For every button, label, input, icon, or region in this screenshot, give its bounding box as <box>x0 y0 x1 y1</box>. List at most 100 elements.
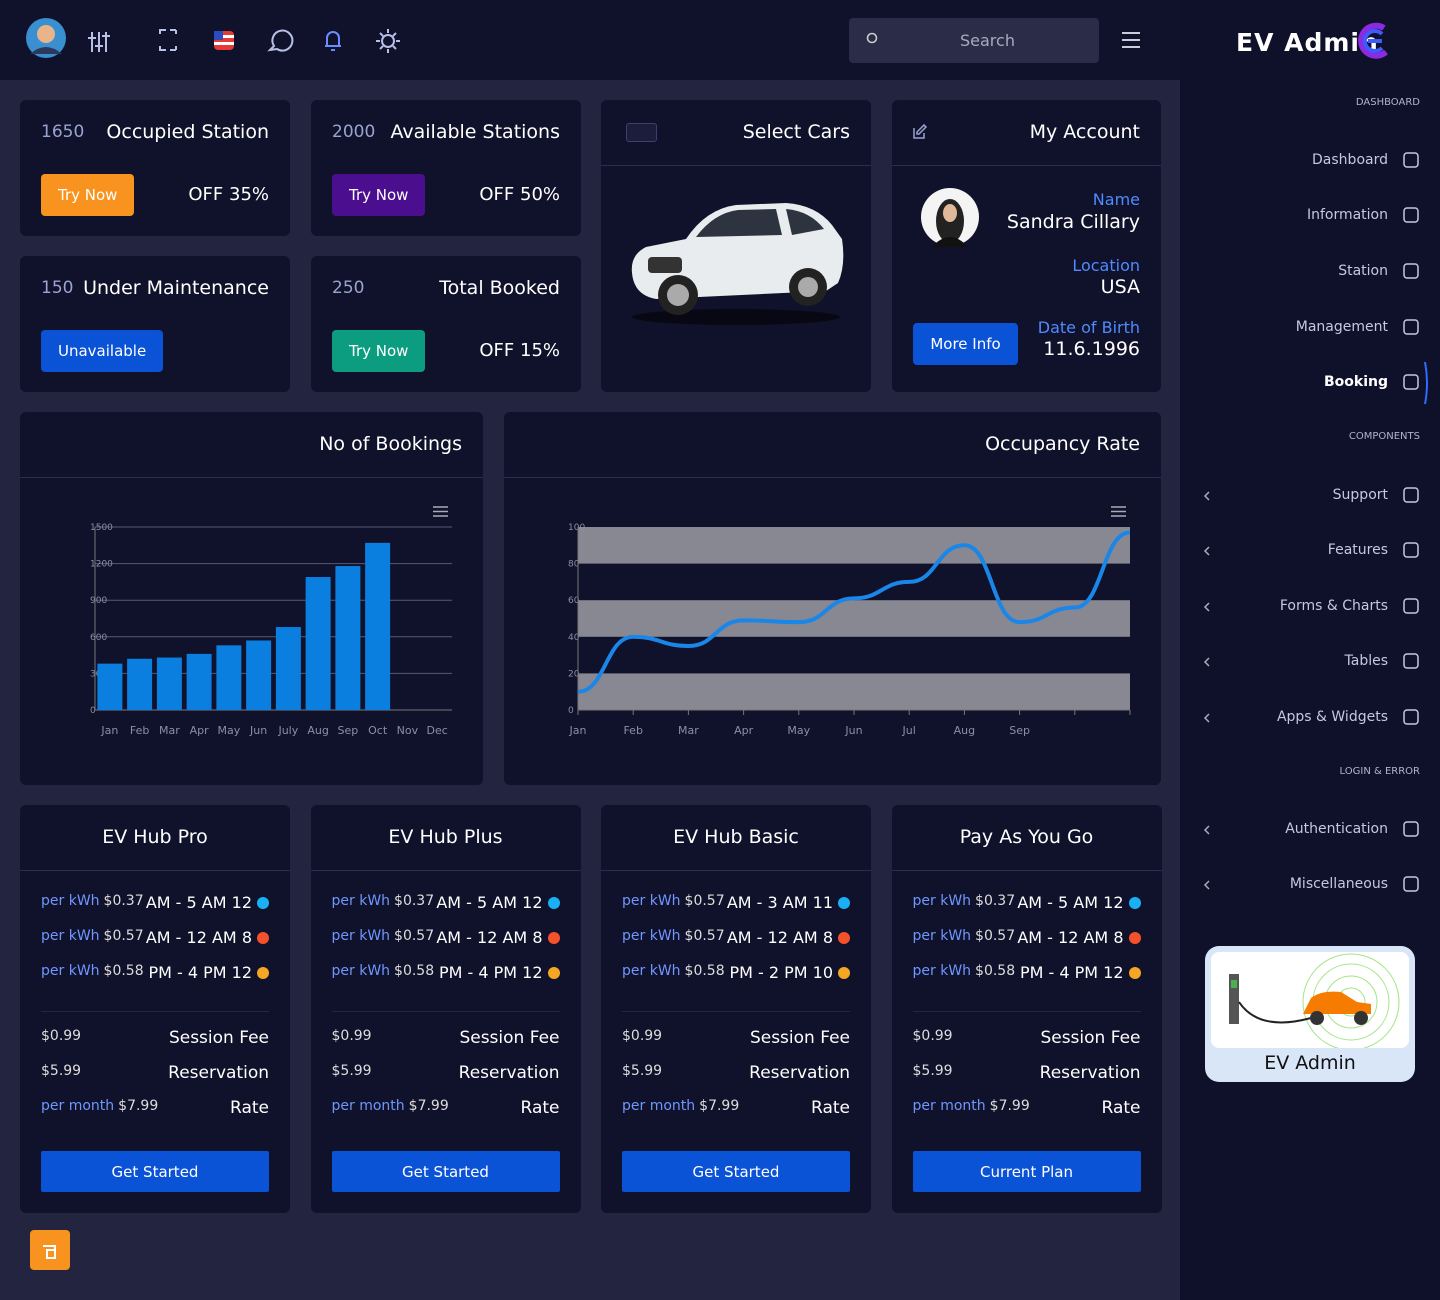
car-image <box>631 203 844 325</box>
bar <box>97 663 123 710</box>
nav-icon <box>1403 319 1419 335</box>
nav-item[interactable]: Apps & Widgets <box>1276 709 1388 725</box>
select-cars-card: Select Cars <box>601 100 871 392</box>
fee-price: $0.99 <box>41 1028 82 1044</box>
rate-time: PM - 4 PM 12 <box>1019 963 1124 982</box>
icon-shape <box>1403 487 1419 503</box>
fee-left: per month $7.99 <box>913 1098 1030 1114</box>
settings-fab[interactable] <box>30 1230 70 1270</box>
fee-left: $5.99 <box>913 1063 953 1079</box>
divider <box>892 165 1161 166</box>
rate-price: $0.58 <box>975 963 1016 979</box>
bar <box>305 577 331 710</box>
icon-shape <box>1403 821 1419 837</box>
menu-icon[interactable] <box>1120 30 1144 50</box>
search-box[interactable]: Search <box>849 18 1099 63</box>
fee-left: $5.99 <box>622 1063 662 1079</box>
nav-item[interactable]: Station <box>1338 263 1388 279</box>
nav-item[interactable]: Support <box>1332 487 1388 503</box>
nav-item[interactable]: Dashboard <box>1312 152 1388 168</box>
edit-icon[interactable] <box>912 124 928 140</box>
fee-left: $0.99 <box>41 1028 81 1044</box>
plan-button[interactable]: Get Started <box>331 1151 560 1192</box>
rate-unit: per kWh <box>912 963 972 979</box>
rate-price: $0.37 <box>103 893 144 909</box>
rate-left: per kWh $0.57 <box>913 928 1016 944</box>
occupancy-card: Occupancy Rate 0 20 40 60 80 100 Jan Feb Mar Apr Ma… <box>504 412 1161 785</box>
plan-name: EV Hub Plus <box>388 826 503 848</box>
y-tick-label: 40 <box>568 633 580 643</box>
more-info-button[interactable]: More Info <box>913 323 1018 365</box>
y-tick-label: 0 <box>568 706 574 716</box>
icon-shape <box>1403 598 1419 614</box>
nav-item[interactable]: Miscellaneous <box>1289 876 1388 892</box>
fee-label: Reservation <box>168 1063 269 1083</box>
nav-item[interactable]: Tables <box>1344 653 1389 669</box>
fee-left: $5.99 <box>41 1063 81 1079</box>
x-tick-label: Jun <box>249 724 267 737</box>
rate-left: per kWh $0.37 <box>41 893 144 909</box>
x-tick-label: Mar <box>159 724 180 737</box>
bar <box>246 640 272 710</box>
promo-card[interactable]: EV Admin <box>1205 946 1415 1082</box>
chevron <box>1203 657 1210 667</box>
rate-right: PM - 4 PM 12 <box>148 963 269 982</box>
stat-offer: OFF 15% <box>479 340 560 361</box>
rate-right: AM - 12 AM 8 <box>146 928 269 947</box>
fee-price: $0.99 <box>912 1028 953 1044</box>
nav-item[interactable]: Authentication <box>1285 821 1388 837</box>
x-tick-label: Jan <box>100 724 118 737</box>
rate-price: $0.37 <box>394 893 435 909</box>
chevron-path <box>1203 546 1210 556</box>
fee-label: Rate <box>230 1098 269 1118</box>
fee-label: Session Fee <box>459 1028 560 1048</box>
promo-image <box>1211 952 1409 1048</box>
plan-button[interactable]: Get Started <box>41 1151 269 1192</box>
stat-count: 150 <box>41 278 74 298</box>
plan-button[interactable]: Current Plan <box>912 1151 1141 1192</box>
active-indicator <box>1424 361 1428 405</box>
divider <box>20 870 290 871</box>
rate-time: AM - 12 AM 8 <box>726 928 833 947</box>
x-tick-label: Aug <box>307 724 328 737</box>
stat-button[interactable]: Try Now <box>41 174 135 216</box>
chevron <box>1203 713 1210 723</box>
field-value: USA <box>1100 276 1140 298</box>
nav-item[interactable]: Booking <box>1323 374 1388 390</box>
chart: 030060090012001500JanFebMarAprMayJunJuly… <box>90 506 452 737</box>
divider <box>504 477 1161 478</box>
stat-button[interactable]: Unavailable <box>41 330 164 372</box>
stat-label: Under Maintenance <box>83 277 269 299</box>
plan-button[interactable]: Get Started <box>622 1151 850 1192</box>
rate-unit: per kWh <box>622 893 681 909</box>
rate-time: AM - 12 AM 8 <box>145 928 252 947</box>
nav-item[interactable]: Features <box>1327 542 1388 558</box>
chevron-path <box>1203 657 1210 667</box>
fee-unit: per month <box>622 1098 696 1114</box>
brand: EV Admin <box>1236 28 1379 57</box>
rate-time: AM - 5 AM 12 <box>1017 893 1124 912</box>
field-label: Location <box>1072 256 1140 275</box>
nav-item[interactable]: Forms & Charts <box>1279 598 1388 614</box>
top-bar: Search <box>0 0 1180 80</box>
stat-count: 250 <box>332 278 365 298</box>
bar <box>216 645 242 710</box>
rate-unit: per kWh <box>41 963 100 979</box>
nav-item[interactable]: Management <box>1295 319 1388 335</box>
rate-right: AM - 12 AM 8 <box>727 928 850 947</box>
rate-time: PM - 4 PM 12 <box>148 963 252 982</box>
fee-label: Session Fee <box>168 1028 269 1048</box>
stat-button[interactable]: Try Now <box>332 330 426 372</box>
chevron <box>1203 825 1210 835</box>
car-dropdown[interactable] <box>626 123 657 142</box>
fee-label: Rate <box>811 1098 850 1118</box>
bar <box>186 653 212 710</box>
rate-time: AM - 3 AM 11 <box>726 893 833 912</box>
divider <box>601 870 871 871</box>
divider <box>622 1011 850 1012</box>
nav-item[interactable]: Information <box>1306 207 1388 223</box>
rate-unit: per kWh <box>331 963 391 979</box>
stat-button[interactable]: Try Now <box>332 174 426 216</box>
x-tick-label: Oct <box>368 724 388 737</box>
plan-card: EV Hub Basic per kWh $0.57 AM - 3 AM 11 per … <box>601 805 871 1213</box>
